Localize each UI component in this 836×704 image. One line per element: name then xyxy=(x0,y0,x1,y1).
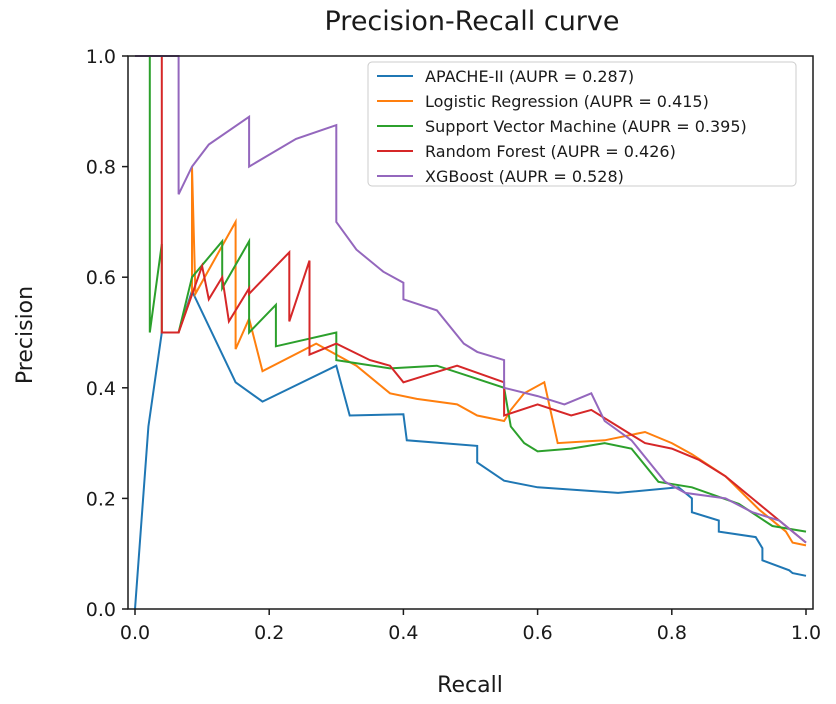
legend-box xyxy=(367,61,797,187)
x-axis-title: Recall xyxy=(437,673,503,698)
x-tick-label: 1.0 xyxy=(791,622,821,644)
series-line-0 xyxy=(134,288,807,610)
legend-label-4: XGBoost (AUPR = 0.528) xyxy=(425,167,624,186)
x-tick-label: 0.4 xyxy=(388,622,418,644)
legend-label-1: Logistic Regression (AUPR = 0.415) xyxy=(425,92,709,111)
legend-label-3: Random Forest (AUPR = 0.426) xyxy=(425,142,676,161)
y-tick-label: 0.0 xyxy=(86,599,116,621)
y-tick-label: 0.2 xyxy=(86,488,116,510)
y-tick-label: 0.8 xyxy=(86,157,116,179)
legend-label-2: Support Vector Machine (AUPR = 0.395) xyxy=(425,117,747,136)
y-axis: 0.0 0.2 0.4 0.6 0.8 1.0 xyxy=(86,46,128,621)
chart-title: Precision-Recall curve xyxy=(325,6,620,37)
legend-label-0: APACHE-II (AUPR = 0.287) xyxy=(425,67,634,86)
x-tick-label: 0.0 xyxy=(120,622,150,644)
plot-lines xyxy=(134,55,807,610)
y-tick-label: 0.6 xyxy=(86,267,116,289)
x-tick-label: 0.2 xyxy=(254,622,284,644)
plot-frame xyxy=(127,55,814,610)
series-line-3 xyxy=(135,55,807,544)
x-tick-label: 0.8 xyxy=(657,622,687,644)
series-line-4 xyxy=(135,55,807,544)
x-axis: 0.0 0.2 0.4 0.6 0.8 1.0 xyxy=(120,609,821,644)
y-tick-label: 1.0 xyxy=(86,46,116,68)
x-tick-label: 0.6 xyxy=(522,622,552,644)
y-tick-label: 0.4 xyxy=(86,378,116,400)
legend: APACHE-II (AUPR = 0.287) Logistic Regress… xyxy=(367,61,797,187)
y-axis-title: Precision xyxy=(13,286,38,384)
